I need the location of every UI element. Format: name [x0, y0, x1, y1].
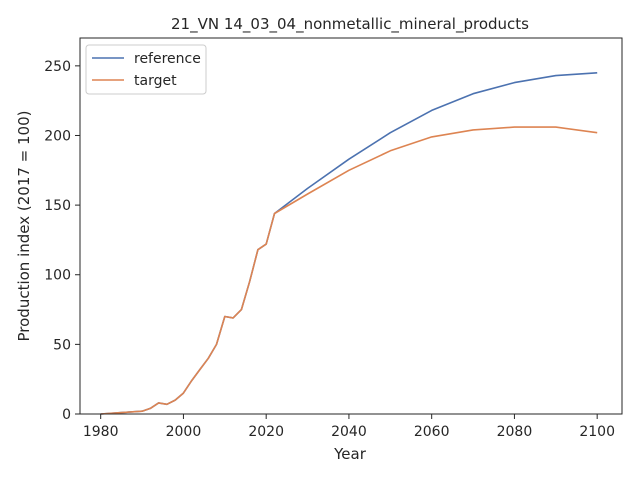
y-tick-label: 100	[44, 268, 71, 284]
plot-area	[100, 72, 598, 415]
chart-title: 21_VN 14_03_04_nonmetallic_mineral_produ…	[171, 15, 529, 34]
series-line-target	[100, 126, 598, 415]
legend-label-reference: reference	[134, 51, 201, 67]
x-tick-label: 2020	[248, 424, 284, 440]
y-axis-title: Production index (2017 = 100)	[15, 111, 33, 342]
x-tick-label: 2080	[497, 424, 533, 440]
legend-label-target: target	[134, 73, 177, 89]
series-line-reference	[100, 72, 598, 415]
y-tick-label: 150	[44, 198, 71, 214]
x-tick-label: 1980	[83, 424, 119, 440]
x-tick-label: 2000	[166, 424, 202, 440]
y-tick-label: 250	[44, 59, 71, 75]
plot-frame	[79, 37, 623, 415]
y-tick-label: 0	[62, 407, 71, 423]
axes: 1980 2000 2020 2040 2060 2080 2100 0 50 100 150 200…	[44, 37, 623, 440]
y-tick-label: 200	[44, 128, 71, 144]
legend: reference target	[85, 44, 207, 95]
x-tick-label: 2040	[331, 424, 367, 440]
x-tick-label: 2100	[579, 424, 615, 440]
x-axis-title: Year	[333, 445, 367, 463]
x-tick-label: 2060	[414, 424, 450, 440]
y-tick-label: 50	[53, 337, 71, 353]
